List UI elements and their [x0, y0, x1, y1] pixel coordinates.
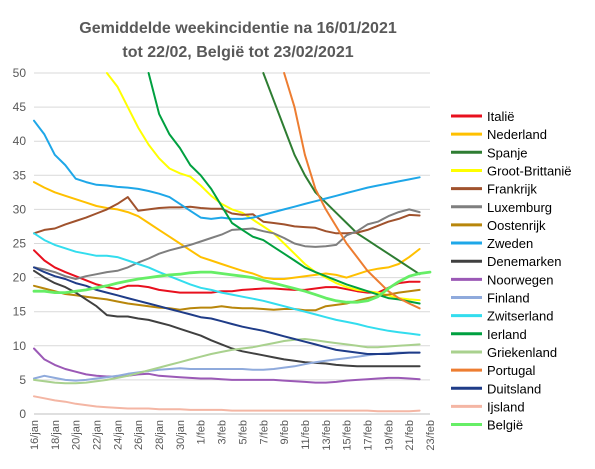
- x-tick-label: 24/jan: [112, 420, 124, 450]
- x-tick-label: 21/feb: [404, 420, 416, 451]
- series-line-ierland: [147, 72, 421, 305]
- series-lines: [32, 72, 432, 413]
- series-line-griekenland: [33, 338, 421, 385]
- series-line-denemarken: [33, 269, 421, 368]
- y-tick-label: 45: [13, 100, 27, 114]
- legend-label-groot-brittani-: Groot-Brittanië: [487, 163, 572, 178]
- x-tick-label: 30/jan: [175, 420, 187, 450]
- series-line-ijsland: [33, 395, 421, 413]
- legend-label-denemarken: Denemarken: [487, 254, 561, 269]
- legend-label-frankrijk: Frankrijk: [487, 182, 537, 197]
- series-line-spanje: [262, 72, 421, 276]
- legend-label-oostenrijk: Oostenrijk: [487, 218, 546, 233]
- series-line-itali-: [33, 249, 421, 294]
- legend-label-noorwegen: Noorwegen: [487, 272, 554, 287]
- legend-label-spanje: Spanje: [487, 145, 527, 160]
- x-tick-label: 3/feb: [217, 420, 229, 444]
- y-tick-label: 20: [13, 271, 27, 285]
- y-axis-ticks: 0 5 10 15 20 25 30 35 40 45 50: [13, 66, 27, 421]
- y-tick-label: 5: [19, 373, 26, 387]
- series-line-luxemburg: [33, 208, 421, 280]
- legend-label-zweden: Zweden: [487, 236, 533, 251]
- chart-title-line-2: tot 22/02, België tot 23/02/2021: [122, 44, 353, 61]
- x-tick-label: 9/feb: [279, 420, 291, 444]
- series-line-finland: [33, 351, 421, 382]
- legend-label-nederland: Nederland: [487, 127, 547, 142]
- legend-label-ierland: Ierland: [487, 327, 527, 342]
- y-tick-label: 15: [13, 305, 27, 319]
- x-tick-label: 11/feb: [300, 420, 312, 450]
- x-tick-label: 28/jan: [154, 420, 166, 450]
- legend-label-zwitserland: Zwitserland: [487, 309, 553, 324]
- series-line-noorwegen: [33, 347, 421, 384]
- y-tick-label: 0: [19, 407, 26, 421]
- x-tick-label: 18/jan: [50, 420, 62, 450]
- y-tick-label: 35: [13, 168, 27, 182]
- legend-label-itali-: Italië: [487, 109, 514, 124]
- legend-label-luxemburg: Luxemburg: [487, 200, 552, 215]
- x-tick-label: 26/jan: [133, 420, 145, 450]
- x-tick-label: 15/feb: [342, 420, 354, 451]
- series-line-nederland: [33, 181, 421, 280]
- gridlines: [34, 72, 430, 415]
- series-line-zweden: [33, 119, 421, 220]
- y-tick-label: 25: [13, 237, 27, 251]
- y-tick-label: 10: [13, 339, 27, 353]
- x-tick-label: 22/jan: [92, 420, 104, 450]
- x-tick-label: 13/feb: [321, 420, 333, 451]
- legend-label-portugal: Portugal: [487, 363, 536, 378]
- legend-label-belgi-: België: [487, 418, 523, 433]
- y-tick-label: 30: [13, 202, 27, 216]
- x-tick-label: 16/jan: [29, 420, 41, 450]
- series-line-belgi-: [32, 270, 432, 304]
- legend: Italië Nederland Spanje Groot-Brittanië Fran…: [451, 109, 572, 433]
- y-tick-label: 40: [13, 134, 27, 148]
- series-line-zwitserland: [33, 232, 421, 336]
- x-tick-label: 1/feb: [196, 420, 208, 444]
- legend-label-griekenland: Griekenland: [487, 345, 557, 360]
- series-line-duitsland: [33, 266, 421, 355]
- chart-title-line-1: Gemiddelde weekincidentie na 16/01/2021: [79, 20, 397, 37]
- x-tick-label: 19/feb: [383, 420, 395, 451]
- x-tick-label: 20/jan: [71, 420, 83, 450]
- x-tick-label: 7/feb: [258, 420, 270, 444]
- legend-label-duitsland: Duitsland: [487, 381, 541, 396]
- series-line-portugal: [283, 72, 421, 310]
- x-axis-ticks: 16/jan 18/jan 20/jan 22/jan 24/jan 26/jan 28/j…: [29, 420, 437, 451]
- legend-label-ijsland: Ijsland: [487, 399, 525, 414]
- x-tick-label: 5/feb: [237, 420, 249, 444]
- legend-label-finland: Finland: [487, 291, 530, 306]
- y-tick-label: 50: [13, 66, 27, 80]
- x-tick-label: 23/feb: [425, 420, 437, 451]
- x-tick-label: 17/feb: [362, 420, 374, 451]
